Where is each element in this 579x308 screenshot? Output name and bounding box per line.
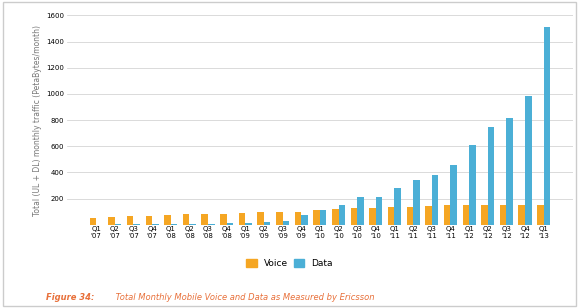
Bar <box>295 212 301 225</box>
Text: Figure 34:: Figure 34: <box>46 293 95 302</box>
Bar <box>518 205 525 225</box>
Bar <box>425 206 432 225</box>
Bar <box>463 205 469 225</box>
Bar <box>413 180 420 225</box>
Bar <box>183 214 189 225</box>
Bar <box>164 215 171 225</box>
Bar <box>301 215 308 225</box>
Bar <box>339 205 345 225</box>
Bar <box>127 216 133 225</box>
Bar <box>376 197 382 225</box>
Bar <box>133 224 140 225</box>
Bar <box>239 213 245 225</box>
Legend: Voice, Data: Voice, Data <box>246 259 333 268</box>
Bar <box>500 205 507 225</box>
Bar <box>488 127 494 225</box>
Bar <box>444 205 450 225</box>
Bar <box>507 117 513 225</box>
Bar <box>283 221 289 225</box>
Text: Total Monthly Mobile Voice and Data as Measured by Ericsson: Total Monthly Mobile Voice and Data as M… <box>113 293 375 302</box>
Bar <box>108 217 115 225</box>
Bar <box>189 224 196 225</box>
Bar <box>264 222 270 225</box>
Bar <box>525 96 532 225</box>
Bar <box>432 175 438 225</box>
Bar <box>544 27 550 225</box>
Bar <box>394 188 401 225</box>
Bar <box>469 145 475 225</box>
Bar <box>258 212 264 225</box>
Bar <box>537 205 544 225</box>
Bar <box>450 164 457 225</box>
Bar <box>351 209 357 225</box>
Bar <box>90 218 96 225</box>
Bar <box>313 210 320 225</box>
Bar <box>388 207 394 225</box>
Bar <box>226 223 233 225</box>
Bar <box>171 224 177 225</box>
Bar <box>208 224 215 225</box>
Y-axis label: Total (UL + DL) monthly traffic (PetaBytes/month): Total (UL + DL) monthly traffic (PetaByt… <box>32 25 42 216</box>
Bar <box>481 205 488 225</box>
Bar <box>145 216 152 225</box>
Bar <box>406 206 413 225</box>
Bar <box>201 214 208 225</box>
Bar <box>369 208 376 225</box>
Bar <box>357 197 364 225</box>
Bar <box>332 209 339 225</box>
Bar <box>245 223 252 225</box>
Bar <box>320 210 327 225</box>
Bar <box>220 214 226 225</box>
Bar <box>152 224 159 225</box>
Bar <box>276 213 283 225</box>
